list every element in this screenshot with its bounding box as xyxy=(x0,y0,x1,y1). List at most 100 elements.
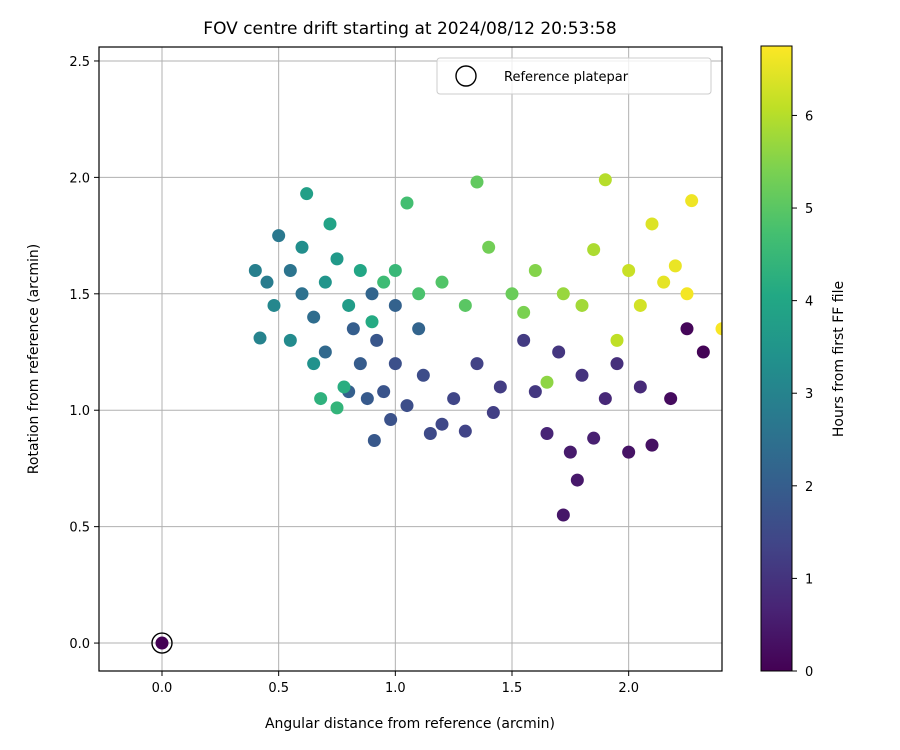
data-point xyxy=(400,399,414,413)
chart-title: FOV centre drift starting at 2024/08/12 … xyxy=(203,19,616,39)
data-point xyxy=(337,380,351,394)
data-point xyxy=(412,287,426,301)
data-point xyxy=(696,345,710,359)
data-point xyxy=(384,413,398,427)
reference-point xyxy=(155,636,169,650)
data-point xyxy=(435,275,449,289)
data-point xyxy=(668,259,682,273)
data-point xyxy=(610,357,624,371)
data-point xyxy=(260,275,274,289)
data-point xyxy=(645,438,659,452)
data-point xyxy=(307,357,321,371)
data-point xyxy=(664,392,678,406)
data-point xyxy=(360,392,374,406)
colorbar-tick-label: 1 xyxy=(805,572,813,587)
data-point xyxy=(377,385,391,399)
data-point xyxy=(435,417,449,431)
data-point xyxy=(528,385,542,399)
colorbar-tick-label: 2 xyxy=(805,480,813,495)
colorbar-tick-label: 4 xyxy=(805,295,813,310)
data-point xyxy=(248,264,262,278)
colorbar-gradient xyxy=(760,45,793,672)
data-point xyxy=(622,445,636,459)
data-point xyxy=(622,264,636,278)
colorbar-tick-label: 0 xyxy=(805,665,813,680)
legend-marker xyxy=(455,65,477,87)
data-point xyxy=(388,298,402,312)
y-tick-label: 1.0 xyxy=(69,404,90,419)
reference-ring xyxy=(151,632,173,654)
data-points xyxy=(248,173,722,522)
data-point xyxy=(416,368,430,382)
data-point xyxy=(505,287,519,301)
data-point xyxy=(330,252,344,266)
data-point xyxy=(587,431,601,445)
data-point xyxy=(300,187,314,201)
y-tick-label: 0.0 xyxy=(69,637,90,652)
data-point xyxy=(353,264,367,278)
data-point xyxy=(540,375,554,389)
data-point xyxy=(423,427,437,441)
data-point xyxy=(540,427,554,441)
data-point xyxy=(645,217,659,231)
data-point xyxy=(493,380,507,394)
y-axis-label: Rotation from reference (arcmin) xyxy=(26,244,42,474)
data-point xyxy=(370,333,384,347)
x-tick-label: 2.0 xyxy=(618,681,639,696)
data-point xyxy=(400,196,414,210)
data-point xyxy=(365,287,379,301)
data-point xyxy=(295,240,309,254)
y-tick-label: 0.5 xyxy=(69,521,90,536)
x-tick-label: 1.0 xyxy=(385,681,406,696)
x-tick-label: 0.0 xyxy=(152,681,173,696)
colorbar-tick-label: 3 xyxy=(805,387,813,402)
data-point xyxy=(575,368,589,382)
data-point xyxy=(598,392,612,406)
data-point xyxy=(610,333,624,347)
data-point xyxy=(517,333,531,347)
data-point xyxy=(563,445,577,459)
data-point xyxy=(482,240,496,254)
reference-marker xyxy=(151,632,173,654)
data-point xyxy=(680,322,694,336)
colorbar: 0 1 2 3 4 5 6 Hours from first FF file xyxy=(760,45,847,680)
data-point xyxy=(458,298,472,312)
data-point xyxy=(314,392,328,406)
data-point xyxy=(657,275,671,289)
data-point xyxy=(458,424,472,438)
data-point xyxy=(680,287,694,301)
data-point xyxy=(318,345,332,359)
data-point xyxy=(307,310,321,324)
x-tick-label: 0.5 xyxy=(268,681,289,696)
data-point xyxy=(486,406,500,420)
y-axis: 0.0 0.5 1.0 1.5 2.0 2.5 xyxy=(69,55,99,652)
data-point xyxy=(346,322,360,336)
x-tick-label: 1.5 xyxy=(502,681,523,696)
x-axis: 0.0 0.5 1.0 1.5 2.0 xyxy=(152,671,639,696)
data-point xyxy=(570,473,584,487)
x-axis-label: Angular distance from reference (arcmin) xyxy=(265,716,555,732)
data-point xyxy=(342,298,356,312)
legend: Reference platepar xyxy=(436,57,712,95)
data-point xyxy=(633,298,647,312)
data-point xyxy=(587,243,601,257)
y-tick-label: 2.0 xyxy=(69,171,90,186)
data-point xyxy=(330,401,344,415)
data-point xyxy=(470,357,484,371)
data-point xyxy=(528,264,542,278)
colorbar-label: Hours from first FF file xyxy=(831,281,847,437)
data-point xyxy=(715,322,722,336)
grid xyxy=(99,47,722,671)
y-tick-label: 2.5 xyxy=(69,55,90,70)
data-point xyxy=(556,508,570,522)
data-point xyxy=(283,333,297,347)
data-point xyxy=(253,331,267,345)
data-point xyxy=(556,287,570,301)
data-point xyxy=(367,433,381,447)
legend-box xyxy=(436,57,712,95)
data-point xyxy=(283,264,297,278)
data-point xyxy=(685,194,699,208)
data-point xyxy=(353,357,367,371)
colorbar-tick-label: 6 xyxy=(805,109,813,124)
